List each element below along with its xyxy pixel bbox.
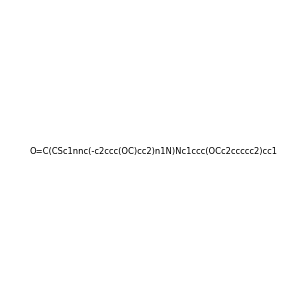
Text: O=C(CSc1nnc(-c2ccc(OC)cc2)n1N)Nc1ccc(OCc2ccccc2)cc1: O=C(CSc1nnc(-c2ccc(OC)cc2)n1N)Nc1ccc(OCc… [30, 147, 278, 156]
